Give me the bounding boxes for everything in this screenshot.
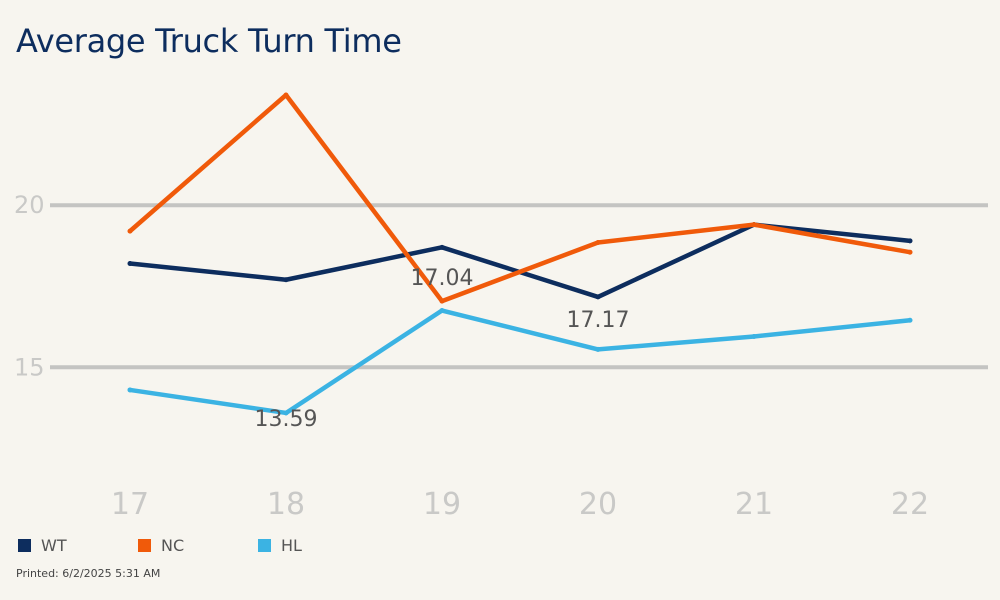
y-tick-label-20: 20 [14, 191, 45, 219]
data-point-hl-21 [751, 333, 757, 339]
data-point-nc-22 [907, 249, 913, 255]
data-point-nc-17 [127, 228, 133, 234]
x-tick-label-19: 19 [423, 487, 461, 522]
data-point-hl-20 [595, 346, 601, 352]
series-line-nc [127, 92, 913, 304]
x-tick-label-22: 22 [891, 487, 929, 522]
x-tick-label-20: 20 [579, 487, 617, 522]
series-line-hl [127, 308, 913, 416]
legend-item-wt[interactable]: WT [18, 536, 138, 555]
x-tick-label-18: 18 [267, 487, 305, 522]
x-tick-label-21: 21 [735, 487, 773, 522]
printed-timestamp: Printed: 6/2/2025 5:31 AM [16, 567, 161, 580]
data-point-hl-22 [907, 317, 913, 323]
data-point-nc-21 [751, 222, 757, 228]
x-tick-label-17: 17 [111, 487, 149, 522]
legend-item-hl[interactable]: HL [258, 536, 378, 555]
legend-swatch-hl [258, 539, 271, 552]
data-point-hl-18 [283, 410, 289, 416]
data-point-nc-20 [595, 239, 601, 245]
legend-item-nc[interactable]: NC [138, 536, 258, 555]
data-label-wt-20: 17.17 [567, 308, 630, 333]
data-label-nc-19: 17.04 [411, 266, 474, 291]
data-label-hl-18: 13.59 [255, 407, 318, 432]
data-point-wt-19 [439, 244, 445, 250]
legend-label-hl: HL [281, 536, 302, 555]
series-line-wt [127, 222, 913, 300]
data-point-nc-18 [283, 92, 289, 98]
legend-label-nc: NC [161, 536, 185, 555]
data-point-nc-19 [439, 298, 445, 304]
data-point-hl-19 [439, 308, 445, 314]
data-point-wt-22 [907, 238, 913, 244]
data-point-wt-20 [595, 294, 601, 300]
data-point-wt-18 [283, 277, 289, 283]
data-point-hl-17 [127, 387, 133, 393]
legend-label-wt: WT [41, 536, 67, 555]
chart-title: Average Truck Turn Time [16, 22, 402, 60]
y-tick-label-15: 15 [14, 353, 45, 381]
data-point-wt-17 [127, 261, 133, 267]
legend: WT NC HL [18, 536, 378, 555]
legend-swatch-nc [138, 539, 151, 552]
legend-swatch-wt [18, 539, 31, 552]
